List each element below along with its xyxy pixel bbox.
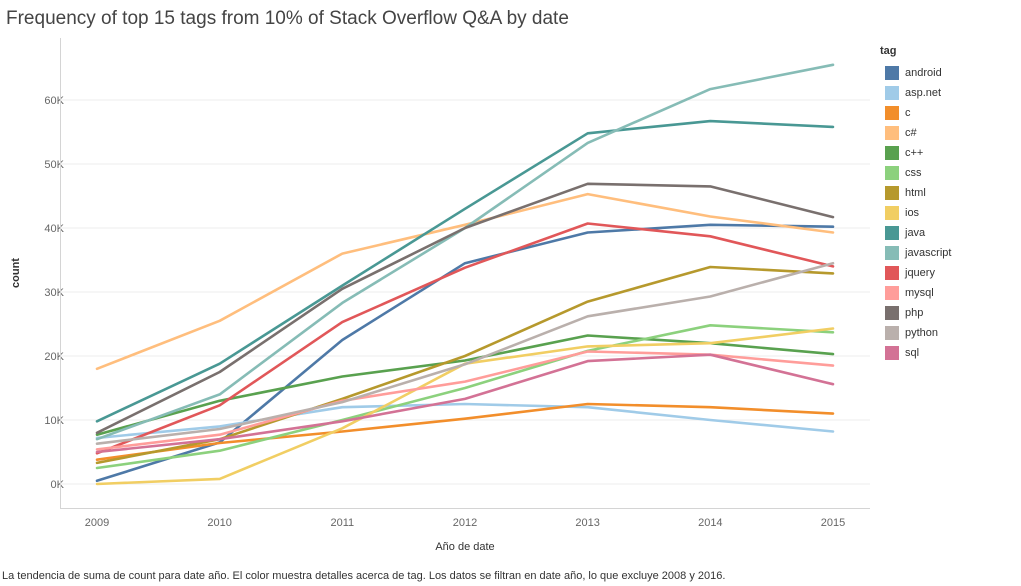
legend-label: javascript (905, 247, 952, 259)
legend-swatch (885, 306, 899, 320)
legend-swatch (885, 186, 899, 200)
legend-swatch (885, 266, 899, 280)
y-tick-label: 30K (44, 287, 64, 299)
legend-label: python (905, 327, 939, 339)
series-line-java (95, 119, 835, 423)
legend-items: android asp.net c c# c++ css html ios java javasc… (880, 63, 1015, 363)
legend-label: jquery (905, 267, 935, 279)
legend-swatch (885, 86, 899, 100)
legend-swatch (885, 286, 899, 300)
legend-swatch (885, 126, 899, 140)
series-line-ios (95, 327, 835, 486)
series-line-c- (95, 192, 835, 371)
legend-swatch (885, 206, 899, 220)
y-tick-label: 10K (44, 415, 64, 427)
legend-label: ios (905, 207, 920, 219)
legend-swatch (885, 226, 899, 240)
legend-label: asp.net (905, 87, 942, 99)
legend-swatch (885, 146, 899, 160)
axes: 0K 10K 20K 30K 40K 50K 60K 2009 2010 2011 2012 2013… (10, 38, 870, 553)
legend-swatch (885, 326, 899, 340)
legend-item[interactable]: python (880, 323, 1015, 343)
legend-swatch (885, 166, 899, 180)
x-tick-label: 2014 (698, 517, 722, 529)
y-tick-label: 0K (51, 479, 65, 491)
x-tick-label: 2013 (575, 517, 599, 529)
x-tick-label: 2015 (821, 517, 845, 529)
series-line-sql (95, 353, 835, 454)
legend-label: mysql (905, 287, 934, 299)
legend-item[interactable]: jquery (880, 263, 1015, 283)
legend-item[interactable]: c# (880, 123, 1015, 143)
grid-lines (60, 99, 870, 485)
x-tick-label: 2011 (331, 517, 355, 529)
legend-item[interactable]: javascript (880, 243, 1015, 263)
y-tick-label: 60K (44, 95, 64, 107)
legend-item[interactable]: html (880, 183, 1015, 203)
series-line-asp-net (95, 402, 835, 440)
y-tick-label: 40K (44, 223, 64, 235)
legend-swatch (885, 66, 899, 80)
legend-label: c++ (905, 147, 924, 159)
legend: tag android asp.net c c# c++ css html ios java ja… (880, 45, 1015, 363)
legend-label: android (905, 67, 942, 79)
legend-title: tag (880, 45, 897, 57)
legend-swatch (885, 246, 899, 260)
legend-item[interactable]: mysql (880, 283, 1015, 303)
chart-title: Frequency of top 15 tags from 10% of Sta… (6, 8, 569, 29)
y-tick-label: 50K (44, 159, 64, 171)
series-line-jquery (95, 222, 835, 455)
legend-swatch (885, 106, 899, 120)
legend-item[interactable]: css (880, 163, 1015, 183)
x-tick-label: 2012 (453, 517, 477, 529)
legend-label: php (905, 307, 924, 319)
legend-label: sql (905, 347, 920, 359)
legend-item[interactable]: java (880, 223, 1015, 243)
series-line-mysql (95, 350, 835, 451)
x-axis-title: Año de date (435, 541, 494, 553)
series-lines (95, 63, 835, 486)
legend-label: c (905, 107, 911, 119)
legend-item[interactable]: android (880, 63, 1015, 83)
legend-item[interactable]: sql (880, 343, 1015, 363)
legend-label: java (905, 227, 926, 239)
legend-label: c# (905, 127, 917, 139)
x-tick-label: 2009 (85, 517, 109, 529)
y-tick-label: 20K (44, 351, 64, 363)
y-axis-title: count (10, 258, 22, 288)
series-line-css (95, 323, 835, 470)
series-line-php (95, 182, 835, 435)
series-line-python (95, 261, 835, 446)
legend-item[interactable]: php (880, 303, 1015, 323)
legend-item[interactable]: ios (880, 203, 1015, 223)
legend-label: css (905, 167, 922, 179)
footer-caption: La tendencia de suma de count para date … (2, 570, 726, 582)
legend-item[interactable]: asp.net (880, 83, 1015, 103)
legend-swatch (885, 346, 899, 360)
legend-label: html (905, 187, 926, 199)
series-line-c (95, 402, 835, 462)
legend-item[interactable]: c++ (880, 143, 1015, 163)
x-tick-label: 2010 (207, 517, 231, 529)
legend-item[interactable]: c (880, 103, 1015, 123)
